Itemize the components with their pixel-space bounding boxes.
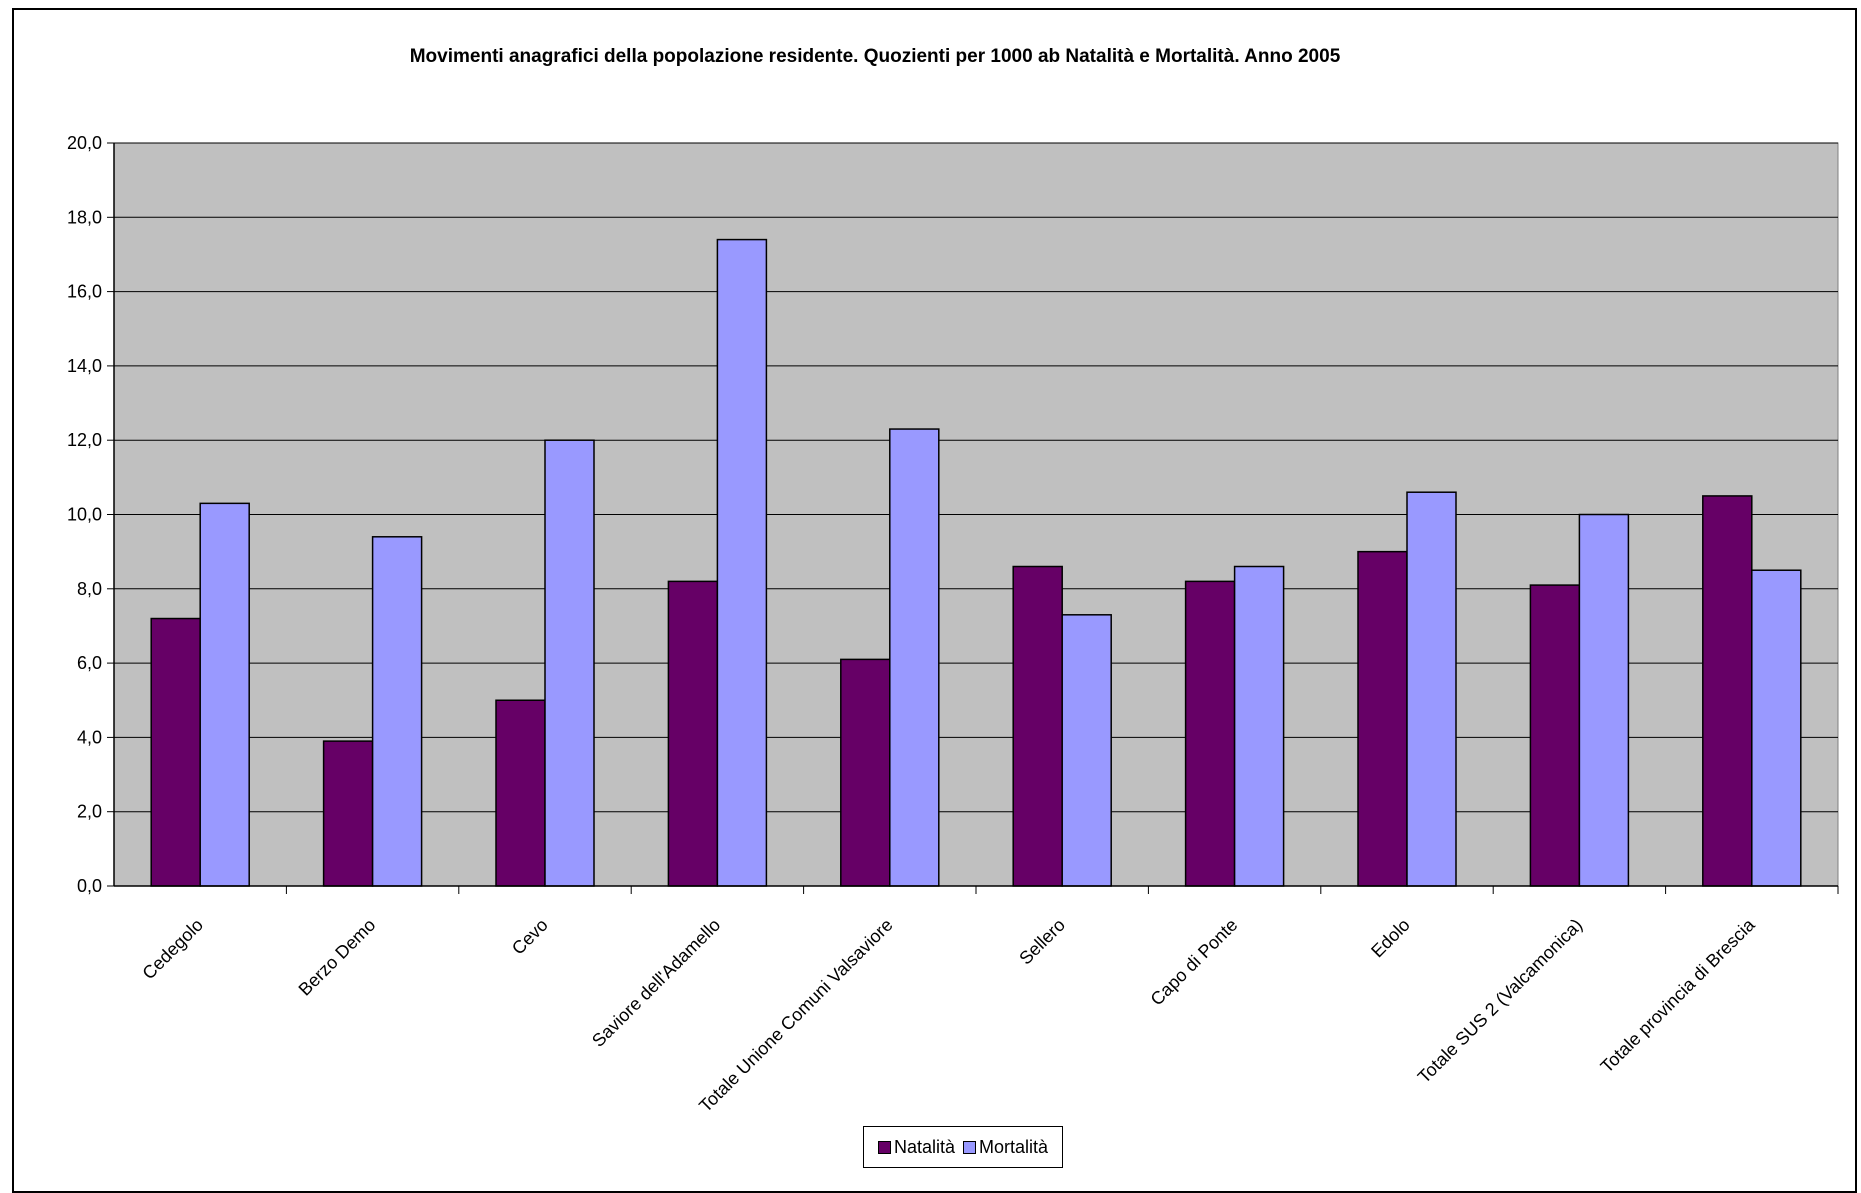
legend-swatch — [878, 1140, 891, 1154]
y-tick-label: 20,0 — [67, 133, 102, 153]
bar-natalita — [840, 658, 891, 887]
bar-natalita — [322, 740, 374, 887]
x-axis-labels: Cedegolo Berzo Demo Cevo Saviore dell'Adame… — [138, 886, 1839, 1116]
bar-natalita — [1529, 584, 1581, 887]
bar-natalita — [1184, 580, 1236, 887]
bar-mortalita — [716, 238, 768, 887]
y-tick-label: 12,0 — [67, 430, 102, 450]
bar-mortalita — [1061, 614, 1112, 887]
chart-title: Movimenti anagrafici della popolazione r… — [409, 46, 1341, 67]
bars — [150, 238, 1802, 887]
y-tick-label: 10,0 — [67, 505, 102, 525]
bar-mortalita — [199, 502, 250, 887]
legend-item: Mortalità — [963, 1137, 1048, 1158]
bar-mortalita — [371, 536, 423, 887]
legend-swatch — [963, 1140, 977, 1154]
bar-mortalita — [544, 439, 595, 887]
x-tick-label: Cevo — [508, 915, 552, 959]
bar-mortalita — [889, 428, 940, 887]
bar-mortalita — [1406, 491, 1457, 887]
x-tick-label: Totale Unione Comuni Valsaviore — [695, 915, 896, 1116]
y-tick-label: 8,0 — [77, 579, 102, 599]
y-tick-label: 4,0 — [77, 727, 102, 747]
y-tick-label: 6,0 — [77, 653, 102, 673]
legend-label: Mortalità — [979, 1136, 1049, 1157]
x-tick-label: Berzo Demo — [295, 915, 380, 1000]
x-tick-label: Capo di Ponte — [1147, 915, 1242, 1010]
bar-natalita — [1357, 550, 1408, 887]
x-tick-label: Edolo — [1367, 915, 1414, 962]
bar-natalita — [150, 617, 201, 887]
y-tick-label: 18,0 — [67, 207, 102, 227]
legend-label: Natalità — [894, 1136, 956, 1157]
bar-natalita — [1012, 565, 1063, 887]
x-tick-label: Sellero — [1015, 915, 1069, 969]
y-tick-label: 16,0 — [67, 282, 102, 302]
bar-mortalita — [1751, 569, 1802, 887]
x-tick-label: Cedegolo — [138, 915, 207, 984]
y-tick-label: 14,0 — [67, 356, 102, 376]
bar-natalita — [667, 580, 719, 887]
bar-natalita — [495, 699, 546, 887]
y-tick-label: 2,0 — [77, 802, 102, 822]
bar-natalita — [1702, 495, 1753, 887]
bar-mortalita — [1233, 565, 1285, 887]
x-tick-label: Totale SUS 2 (Valcamonica) — [1414, 915, 1586, 1087]
x-tick-label: Saviore dell'Adamello — [588, 915, 724, 1051]
legend: Natalità Mortalità — [863, 1126, 1064, 1168]
legend-item: Natalità — [878, 1137, 955, 1158]
y-tick-label: 0,0 — [77, 876, 102, 896]
y-axis-ticks: 0,0 2,0 4,0 6,0 8,0 10,0 12,0 14,0 16,0 18,0 20,0 — [67, 133, 114, 896]
x-tick-label: Totale provincia di Brescia — [1597, 914, 1760, 1077]
bar-mortalita — [1578, 513, 1630, 887]
